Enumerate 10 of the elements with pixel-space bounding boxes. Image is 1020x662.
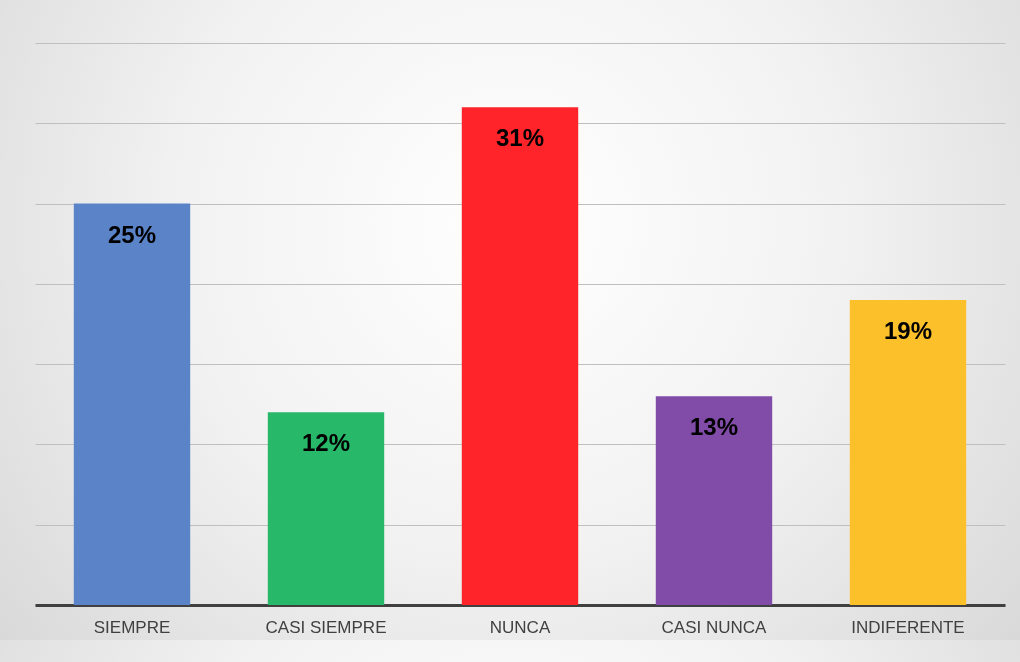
x-tick-label: CASI NUNCA: [661, 617, 768, 637]
x-tick-label: NUNCA: [489, 617, 551, 637]
data-label: 19%: [883, 316, 933, 344]
data-label: 12%: [301, 429, 351, 457]
x-tick-label: SIEMPRE: [93, 617, 171, 637]
x-tick-label: INDIFERENTE: [851, 617, 965, 637]
data-label: 25%: [107, 220, 157, 248]
x-tick-label: CASI SIEMPRE: [265, 617, 387, 637]
data-label: 31%: [495, 124, 545, 152]
data-label: 13%: [689, 413, 739, 441]
